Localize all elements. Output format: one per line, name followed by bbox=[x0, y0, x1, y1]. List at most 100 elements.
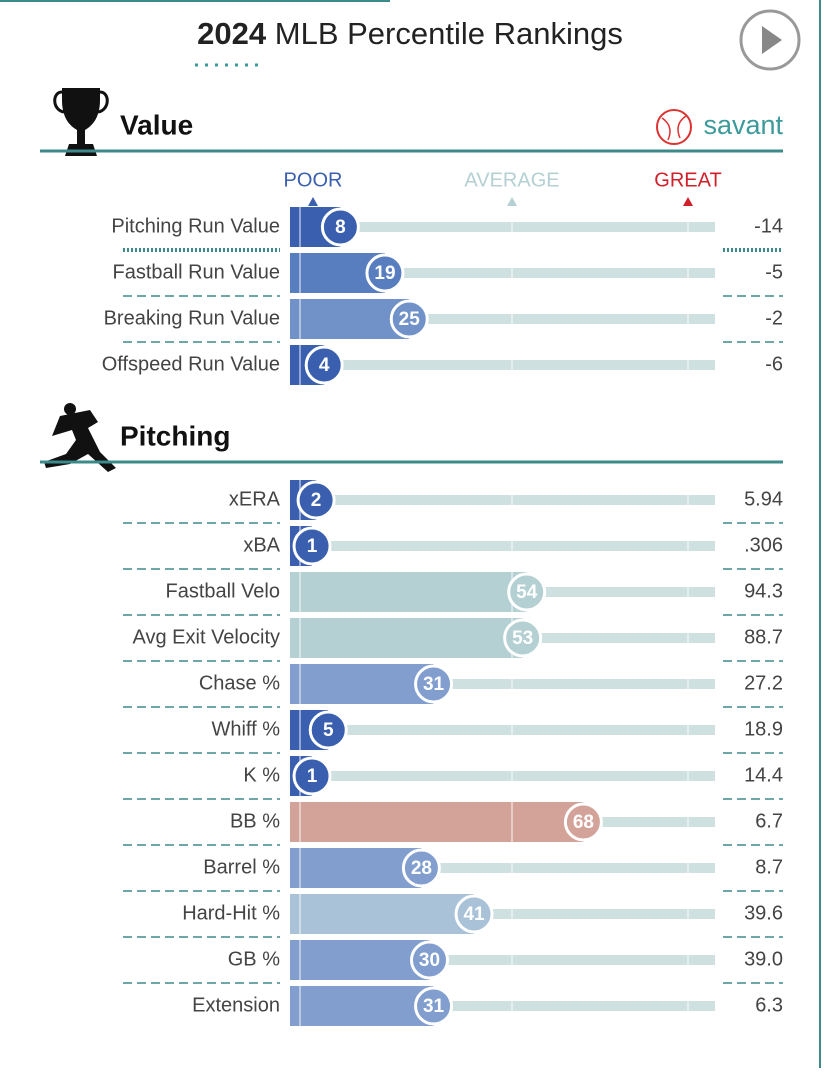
stat-value: 88.7 bbox=[744, 626, 783, 648]
percentile-label: 25 bbox=[399, 309, 421, 330]
row-label: Extension bbox=[192, 994, 280, 1016]
track bbox=[290, 1001, 715, 1011]
percentile-label: 4 bbox=[319, 355, 330, 376]
brand: savant bbox=[703, 110, 783, 140]
percentile-label: 2 bbox=[311, 490, 322, 511]
stat-value: -2 bbox=[765, 307, 783, 329]
trophy bbox=[62, 88, 100, 156]
scale-label: POOR bbox=[284, 169, 343, 191]
percentile-label: 30 bbox=[419, 950, 440, 971]
stat-value: 6.7 bbox=[755, 810, 783, 832]
stat-value: 14.4 bbox=[744, 764, 783, 786]
track bbox=[290, 679, 715, 689]
percentile-label: 53 bbox=[512, 628, 533, 649]
percentile-label: 8 bbox=[335, 217, 346, 238]
percentile-bar bbox=[290, 299, 410, 339]
page-title: 2024 MLB Percentile Rankings bbox=[197, 16, 623, 51]
row-label: Offspeed Run Value bbox=[102, 353, 280, 375]
row-label: K % bbox=[243, 764, 280, 786]
percentile-bar bbox=[290, 986, 434, 1026]
percentile-bar bbox=[290, 894, 475, 934]
row-label: Whiff % bbox=[211, 718, 280, 740]
row-label: BB % bbox=[230, 810, 280, 832]
stat-value: 27.2 bbox=[744, 672, 783, 694]
section-title: Value bbox=[120, 109, 193, 140]
track bbox=[290, 955, 715, 965]
row-label: xERA bbox=[229, 488, 281, 510]
scale-arrow bbox=[683, 197, 693, 206]
row-label: Pitching Run Value bbox=[111, 215, 280, 237]
percentile-dot bbox=[401, 848, 441, 888]
percentile-dot bbox=[563, 802, 603, 842]
stat-value: 6.3 bbox=[755, 994, 783, 1016]
row-label: Avg Exit Velocity bbox=[133, 626, 280, 648]
ball[interactable] bbox=[656, 109, 692, 145]
percentile-label: 68 bbox=[573, 812, 594, 833]
percentile-label: 31 bbox=[423, 674, 445, 695]
percentile-bar bbox=[290, 618, 523, 658]
savant-logo[interactable] bbox=[656, 109, 692, 145]
title: MLB Percentile Rankings bbox=[275, 16, 623, 51]
percentile-dot bbox=[304, 345, 344, 385]
percentile-bar bbox=[290, 802, 584, 842]
stat-value: 39.6 bbox=[744, 902, 783, 924]
row-label: Fastball Run Value bbox=[113, 261, 281, 283]
track bbox=[290, 314, 715, 324]
percentile-dot bbox=[503, 618, 543, 658]
row-label: xBA bbox=[243, 534, 280, 556]
section-title: Pitching bbox=[120, 420, 230, 451]
percentile-label: 19 bbox=[374, 263, 395, 284]
percentile-dot bbox=[507, 572, 547, 612]
play-button[interactable] bbox=[739, 9, 801, 71]
play-icon[interactable] bbox=[762, 26, 782, 54]
ball-seams[interactable] bbox=[661, 115, 687, 141]
pitcher-body bbox=[44, 410, 116, 472]
trophy-handles bbox=[53, 90, 109, 114]
track bbox=[290, 725, 715, 735]
percentile-bar bbox=[290, 664, 434, 704]
row-label: Chase % bbox=[199, 672, 280, 694]
year: 2024 bbox=[197, 16, 267, 51]
percentile-label: 5 bbox=[323, 720, 334, 741]
percentile-dot bbox=[410, 940, 449, 980]
row-label: GB % bbox=[228, 948, 280, 970]
track bbox=[290, 360, 715, 370]
trophy-icon bbox=[53, 88, 109, 156]
percentile-dot bbox=[320, 207, 360, 247]
scale-label: AVERAGE bbox=[464, 169, 559, 191]
percentile-label: 41 bbox=[463, 904, 485, 925]
percentile-dot bbox=[308, 710, 348, 750]
row-label: Barrel % bbox=[203, 856, 280, 878]
percentile-label: 1 bbox=[307, 766, 318, 787]
scale-label: GREAT bbox=[654, 169, 721, 191]
track bbox=[290, 222, 715, 232]
row-label: Fastball Velo bbox=[165, 580, 280, 602]
stat-value: 8.7 bbox=[755, 856, 783, 878]
stat-value: .306 bbox=[744, 534, 783, 556]
percentile-label: 1 bbox=[307, 536, 318, 557]
row-label: Hard-Hit % bbox=[182, 902, 280, 924]
track bbox=[290, 909, 715, 919]
stat-value: 94.3 bbox=[744, 580, 783, 602]
percentile-bar bbox=[290, 940, 430, 980]
percentile-bar bbox=[290, 848, 422, 888]
pitcher-head bbox=[64, 403, 76, 415]
percentile-dot bbox=[365, 253, 405, 293]
row-label: Breaking Run Value bbox=[104, 307, 280, 329]
percentile-dot bbox=[296, 480, 336, 520]
percentile-label: 28 bbox=[411, 858, 432, 879]
stat-value: 18.9 bbox=[744, 718, 783, 740]
percentile-label: 54 bbox=[516, 582, 538, 603]
percentile-dot bbox=[454, 894, 494, 934]
percentile-label: 31 bbox=[423, 996, 445, 1017]
percentile-dot bbox=[292, 526, 332, 566]
track bbox=[290, 771, 715, 781]
track bbox=[290, 495, 715, 505]
stat-value: 5.94 bbox=[744, 488, 783, 510]
scale-arrow bbox=[507, 197, 517, 206]
percentile-bar bbox=[290, 572, 527, 612]
percentile-dot bbox=[292, 756, 332, 796]
percentile-dot bbox=[414, 664, 454, 704]
track bbox=[290, 541, 715, 551]
